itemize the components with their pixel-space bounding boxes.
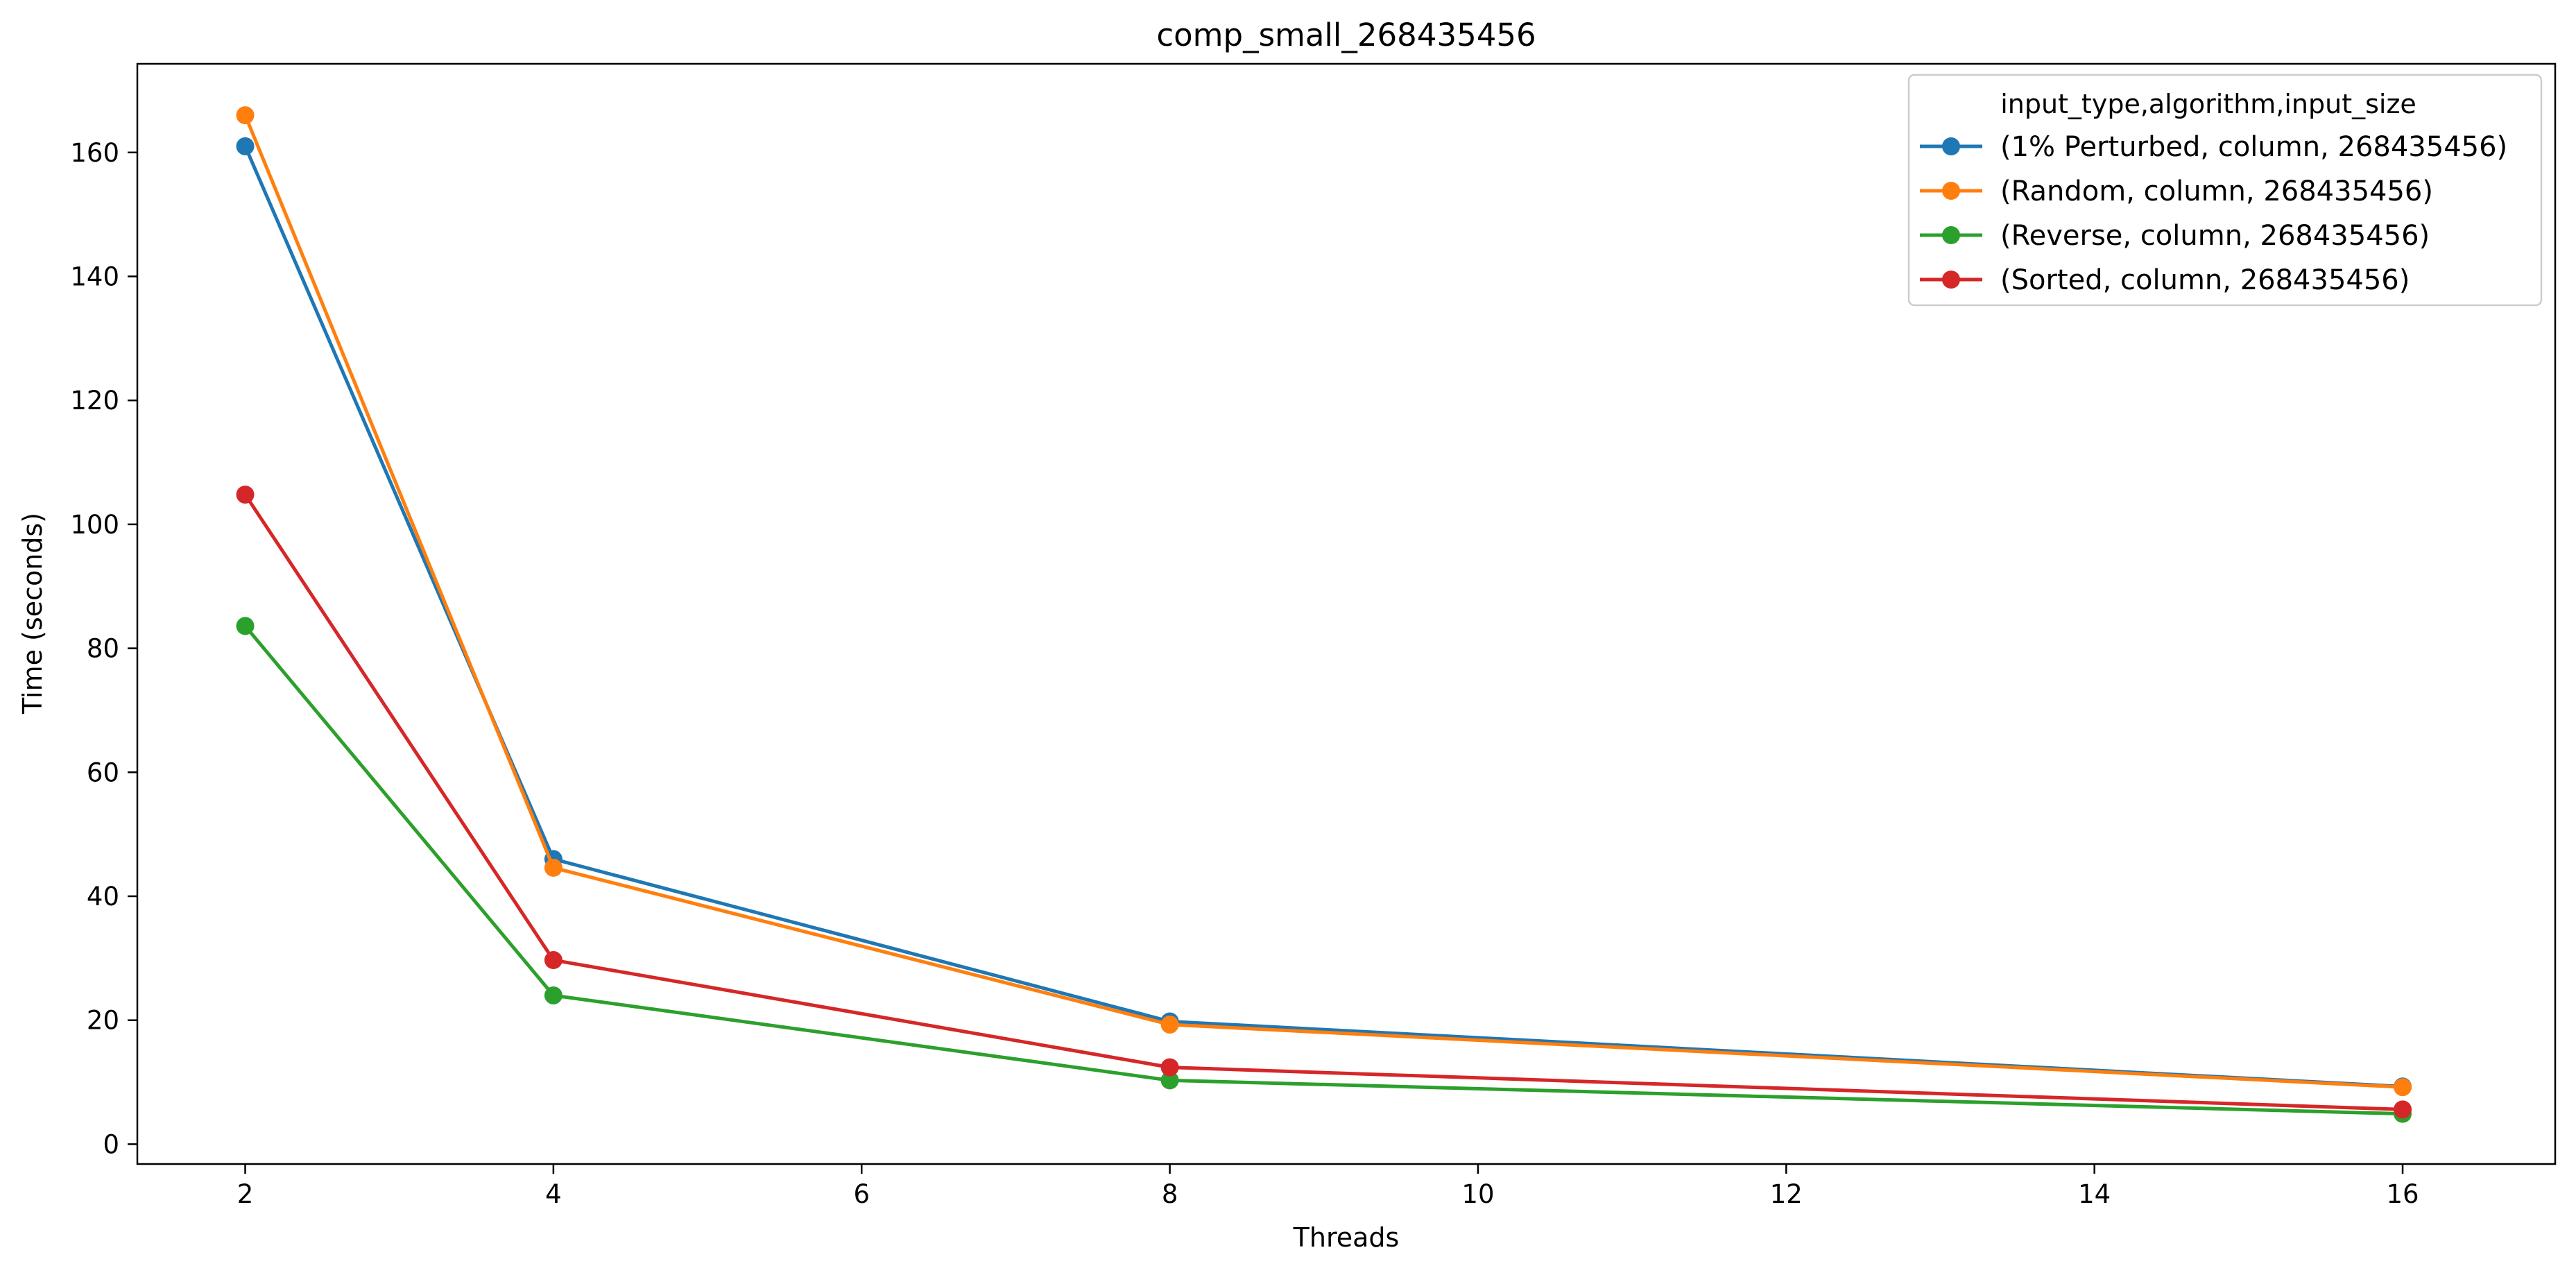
x-tick-label: 2 bbox=[237, 1179, 254, 1209]
x-tick-label: 6 bbox=[853, 1179, 870, 1209]
x-tick-label: 12 bbox=[1770, 1179, 1803, 1209]
legend-marker bbox=[1942, 271, 1960, 289]
x-tick-label: 8 bbox=[1162, 1179, 1178, 1209]
x-tick-label: 10 bbox=[1461, 1179, 1494, 1209]
series-line bbox=[243, 144, 2405, 1088]
data-point bbox=[544, 858, 563, 877]
legend-marker bbox=[1942, 226, 1960, 244]
y-tick-label: 40 bbox=[87, 882, 119, 912]
data-point bbox=[236, 617, 255, 635]
plot-area bbox=[136, 62, 2557, 1165]
series-1 bbox=[236, 106, 2412, 1097]
legend: input_type,algorithm,input_size (1% Pert… bbox=[1907, 74, 2543, 307]
x-tick-label: 16 bbox=[2386, 1179, 2419, 1209]
legend-entry: (Sorted, column, 268435456) bbox=[1920, 264, 2410, 296]
x-axis-label: Threads bbox=[1293, 1222, 1400, 1253]
y-tick-label: 100 bbox=[70, 510, 119, 540]
plot-frame bbox=[136, 62, 2557, 1165]
data-point bbox=[544, 986, 563, 1004]
legend-label: (Reverse, column, 268435456) bbox=[2000, 220, 2430, 252]
legend-items: (1% Perturbed, column, 268435456) (Random… bbox=[1920, 131, 2507, 296]
legend-entry: (1% Perturbed, column, 268435456) bbox=[1920, 131, 2507, 163]
legend-title: input_type,algorithm,input_size bbox=[2000, 89, 2416, 119]
series-line bbox=[243, 112, 2405, 1089]
legend-label: (Random, column, 268435456) bbox=[2000, 176, 2433, 207]
data-point bbox=[236, 485, 255, 504]
data-point bbox=[236, 106, 255, 125]
data-point bbox=[1160, 1058, 1179, 1077]
y-axis: 0 20 40 60 80 100 120 140 160 bbox=[70, 138, 137, 1159]
series-line bbox=[243, 492, 2405, 1111]
data-point bbox=[1160, 1015, 1179, 1034]
data-point bbox=[544, 951, 563, 970]
y-tick-label: 120 bbox=[70, 386, 119, 416]
y-tick-label: 80 bbox=[87, 634, 119, 664]
legend-entry: (Reverse, column, 268435456) bbox=[1920, 220, 2430, 252]
series-line bbox=[243, 623, 2405, 1116]
y-axis-label: Time (seconds) bbox=[17, 513, 48, 714]
y-tick-label: 0 bbox=[103, 1129, 119, 1159]
x-axis: 2 4 6 8 10 12 14 16 bbox=[237, 1164, 2419, 1209]
x-tick-label: 4 bbox=[545, 1179, 562, 1209]
legend-marker bbox=[1942, 182, 1960, 200]
legend-label: (Sorted, column, 268435456) bbox=[2000, 264, 2410, 296]
series-3 bbox=[236, 485, 2412, 1119]
legend-box bbox=[1907, 74, 2543, 307]
y-tick-label: 140 bbox=[70, 262, 119, 291]
data-point bbox=[2394, 1078, 2412, 1097]
y-tick-label: 160 bbox=[70, 138, 119, 168]
legend-marker bbox=[1942, 137, 1960, 155]
data-point bbox=[2394, 1100, 2412, 1119]
chart-title: comp_small_268435456 bbox=[1156, 17, 1536, 53]
data-point bbox=[1160, 1071, 1179, 1090]
legend-entry: (Random, column, 268435456) bbox=[1920, 176, 2433, 207]
legend-label: (1% Perturbed, column, 268435456) bbox=[2000, 131, 2507, 163]
data-point bbox=[236, 137, 255, 155]
series-layer bbox=[236, 106, 2412, 1123]
y-tick-label: 20 bbox=[87, 1006, 119, 1036]
x-tick-label: 14 bbox=[2078, 1179, 2111, 1209]
y-tick-label: 60 bbox=[87, 758, 119, 787]
